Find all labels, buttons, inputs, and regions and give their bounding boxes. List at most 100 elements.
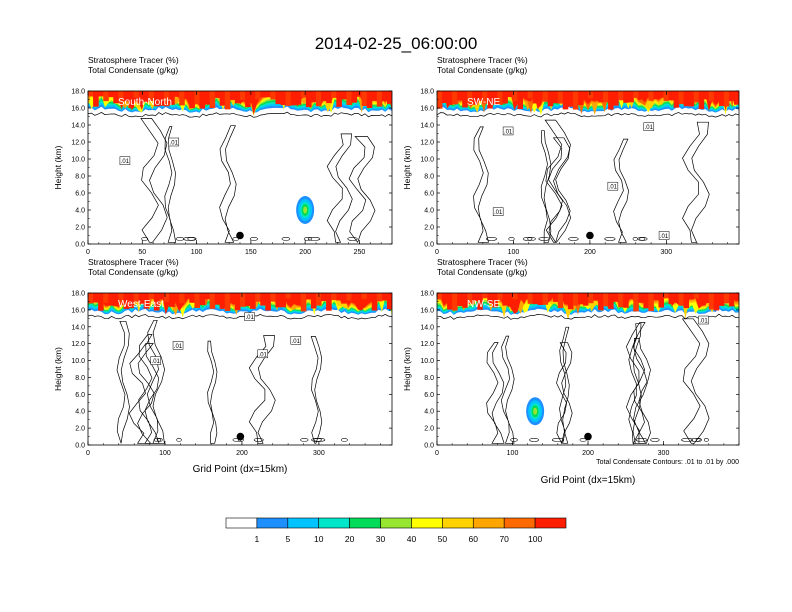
tracer-cell: [734, 91, 739, 105]
tracer-cell: [437, 91, 443, 109]
x-tick-label: 0: [435, 450, 439, 457]
tracer-cell: [437, 293, 443, 300]
contour-line: [690, 437, 701, 442]
x-tick-label: 0: [435, 249, 439, 256]
contour-line: [508, 236, 515, 241]
tracer-cell: [169, 293, 175, 307]
contour-label-box: [658, 231, 670, 240]
tracer-cell: [628, 293, 634, 300]
tracer-cell: [557, 293, 564, 309]
tracer-cell: [123, 293, 130, 309]
tracer-cell: [467, 91, 473, 106]
convective-cell: [533, 407, 538, 415]
contour-line: [650, 437, 660, 442]
tracer-cell: [209, 91, 216, 109]
tracer-cell: [381, 91, 388, 102]
tracer-cell: [386, 91, 392, 104]
panel-west-east: Stratosphere Tracer (%)Total Condensate …: [53, 257, 393, 475]
tracer-cell: [351, 91, 358, 103]
contour-label-box: [172, 341, 184, 350]
tracer-cell: [184, 91, 190, 100]
tracer-cell: [593, 91, 599, 99]
tracer-cell: [98, 91, 104, 97]
tracer-cell: [346, 91, 352, 105]
tracer-cell: [497, 293, 503, 300]
y-tick-label: 6.0: [424, 392, 434, 399]
contour-label: .01: [609, 185, 618, 191]
x-tick-label: 0: [86, 450, 90, 457]
tracer-cell: [608, 293, 614, 309]
tracer-cell: [532, 91, 539, 104]
colorbar-swatch: [472, 517, 505, 529]
tracer-cell: [487, 293, 493, 304]
x-tick-label: 0: [86, 249, 90, 256]
contour-line: [116, 320, 130, 444]
tracer-cell: [477, 293, 483, 310]
colorbar-swatch: [256, 517, 289, 529]
colorbar-swatch: [318, 517, 350, 529]
colorbar-swatch: [287, 517, 320, 529]
tracer-cell: [229, 91, 236, 101]
panel-title: Stratosphere Tracer (%): [88, 55, 179, 65]
tracer-cell: [260, 293, 266, 306]
condensate-contours: [437, 112, 739, 243]
tracer-cell: [603, 91, 609, 103]
tracer-cell: [341, 293, 347, 304]
x-tick-label: 100: [508, 249, 520, 256]
y-tick-label: 12.0: [71, 140, 85, 147]
tracer-cell: [234, 293, 241, 311]
tracer-cell: [113, 293, 119, 307]
y-tick-label: 0.0: [424, 443, 434, 450]
tracer-cell: [452, 91, 458, 105]
contour-line: [138, 334, 160, 444]
tracer-cell: [577, 293, 584, 305]
tracer-cell: [386, 293, 392, 309]
tracer-cell: [598, 91, 604, 103]
contour-line: [538, 236, 550, 241]
tracer-cell: [653, 91, 659, 100]
y-tick-label: 2.0: [75, 225, 85, 232]
tracer-cell: [158, 293, 165, 300]
tracer-cell: [467, 293, 473, 304]
tracer-cell: [250, 91, 256, 104]
tracer-cell: [148, 293, 155, 299]
colorbar-label: 50: [438, 534, 448, 544]
tracer-cell: [153, 91, 160, 107]
contour-line: [253, 437, 264, 442]
tracer-cell: [613, 293, 619, 302]
tracer-cell: [623, 293, 629, 308]
colorbar-swatch: [534, 517, 567, 529]
tracer-cell: [542, 293, 549, 305]
tracer-cell: [336, 293, 342, 301]
contour-line: [544, 119, 572, 243]
tracer-cell: [698, 91, 705, 110]
contour-label-box: [492, 207, 504, 216]
panel-subtitle: Total Condensate (g/kg): [88, 65, 178, 75]
contour-line: [695, 437, 702, 442]
contour-label: .01: [699, 319, 708, 325]
contour-line: [249, 236, 258, 241]
contour-line: [486, 342, 505, 444]
tracer-cell: [567, 91, 574, 107]
tracer-cell: [204, 91, 211, 105]
tracer-cell: [608, 91, 614, 110]
tracer-cell: [683, 91, 690, 107]
y-axis-label: Height (km): [53, 347, 63, 391]
tracer-cell: [346, 293, 352, 301]
tracer-cell: [300, 91, 307, 98]
tracer-cell: [457, 91, 463, 101]
tracer-cell: [552, 91, 559, 104]
tracer-cell: [492, 293, 498, 308]
y-tick-label: 0.0: [75, 443, 85, 450]
tracer-cell: [442, 91, 448, 103]
panel-nw-se: Stratosphere Tracer (%)Total Condensate …: [402, 257, 740, 486]
tracer-cell: [108, 293, 114, 306]
x-axis-label: Grid Point (dx=15km): [193, 464, 288, 475]
tracer-cell: [118, 91, 124, 105]
contour-line: [248, 335, 276, 444]
contour-label: .01: [660, 234, 669, 240]
tracer-cell: [547, 91, 554, 107]
tracer-cell: [143, 293, 150, 309]
y-tick-label: 12.0: [420, 140, 434, 147]
y-tick-label: 6.0: [75, 191, 85, 198]
